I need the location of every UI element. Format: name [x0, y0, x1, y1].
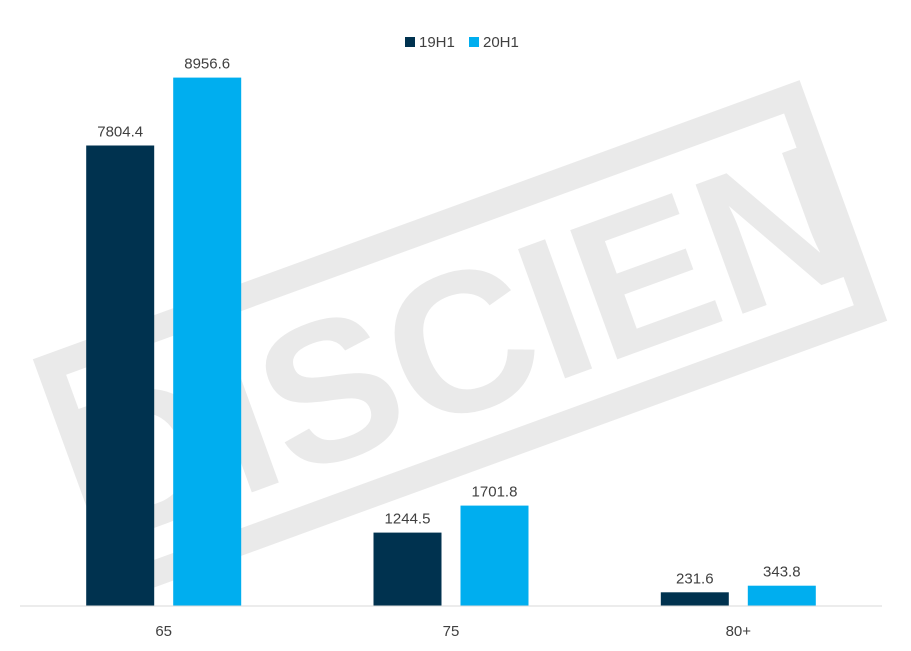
data-labels-layer: 7804.4 8956.6 1244.5 1701.8 231.6 343.8 — [97, 56, 800, 588]
x-tick-label-75: 75 — [443, 623, 460, 640]
data-label-20h1-65: 8956.6 — [184, 56, 230, 73]
legend-swatch-19h1 — [405, 37, 415, 47]
legend-label-20h1: 20H1 — [483, 34, 519, 51]
bar-19h1-80plus — [660, 592, 729, 606]
legend-item-20h1: 20H1 — [469, 34, 519, 51]
bar-20h1-65 — [173, 77, 242, 607]
legend-label-19h1: 19H1 — [419, 34, 455, 51]
discien-watermark: DISCIEN — [32, 80, 888, 600]
bar-19h1-65 — [86, 145, 155, 606]
data-label-19h1-65: 7804.4 — [97, 124, 143, 141]
x-tick-labels: 65 75 80+ — [155, 623, 751, 640]
bar-20h1-80plus — [747, 585, 816, 606]
data-label-20h1-75: 1701.8 — [472, 484, 518, 501]
legend-swatch-20h1 — [469, 37, 479, 47]
bar-20h1-75 — [460, 505, 529, 606]
bar-19h1-75 — [373, 532, 442, 606]
bars-layer — [86, 77, 816, 607]
data-label-20h1-80plus: 343.8 — [763, 564, 801, 581]
legend: 19H1 20H1 — [405, 34, 519, 51]
legend-item-19h1: 19H1 — [405, 34, 455, 51]
data-label-19h1-80plus: 231.6 — [676, 570, 714, 587]
x-tick-label-65: 65 — [155, 623, 172, 640]
data-label-19h1-75: 1244.5 — [385, 511, 431, 528]
x-tick-label-80plus: 80+ — [726, 623, 752, 640]
